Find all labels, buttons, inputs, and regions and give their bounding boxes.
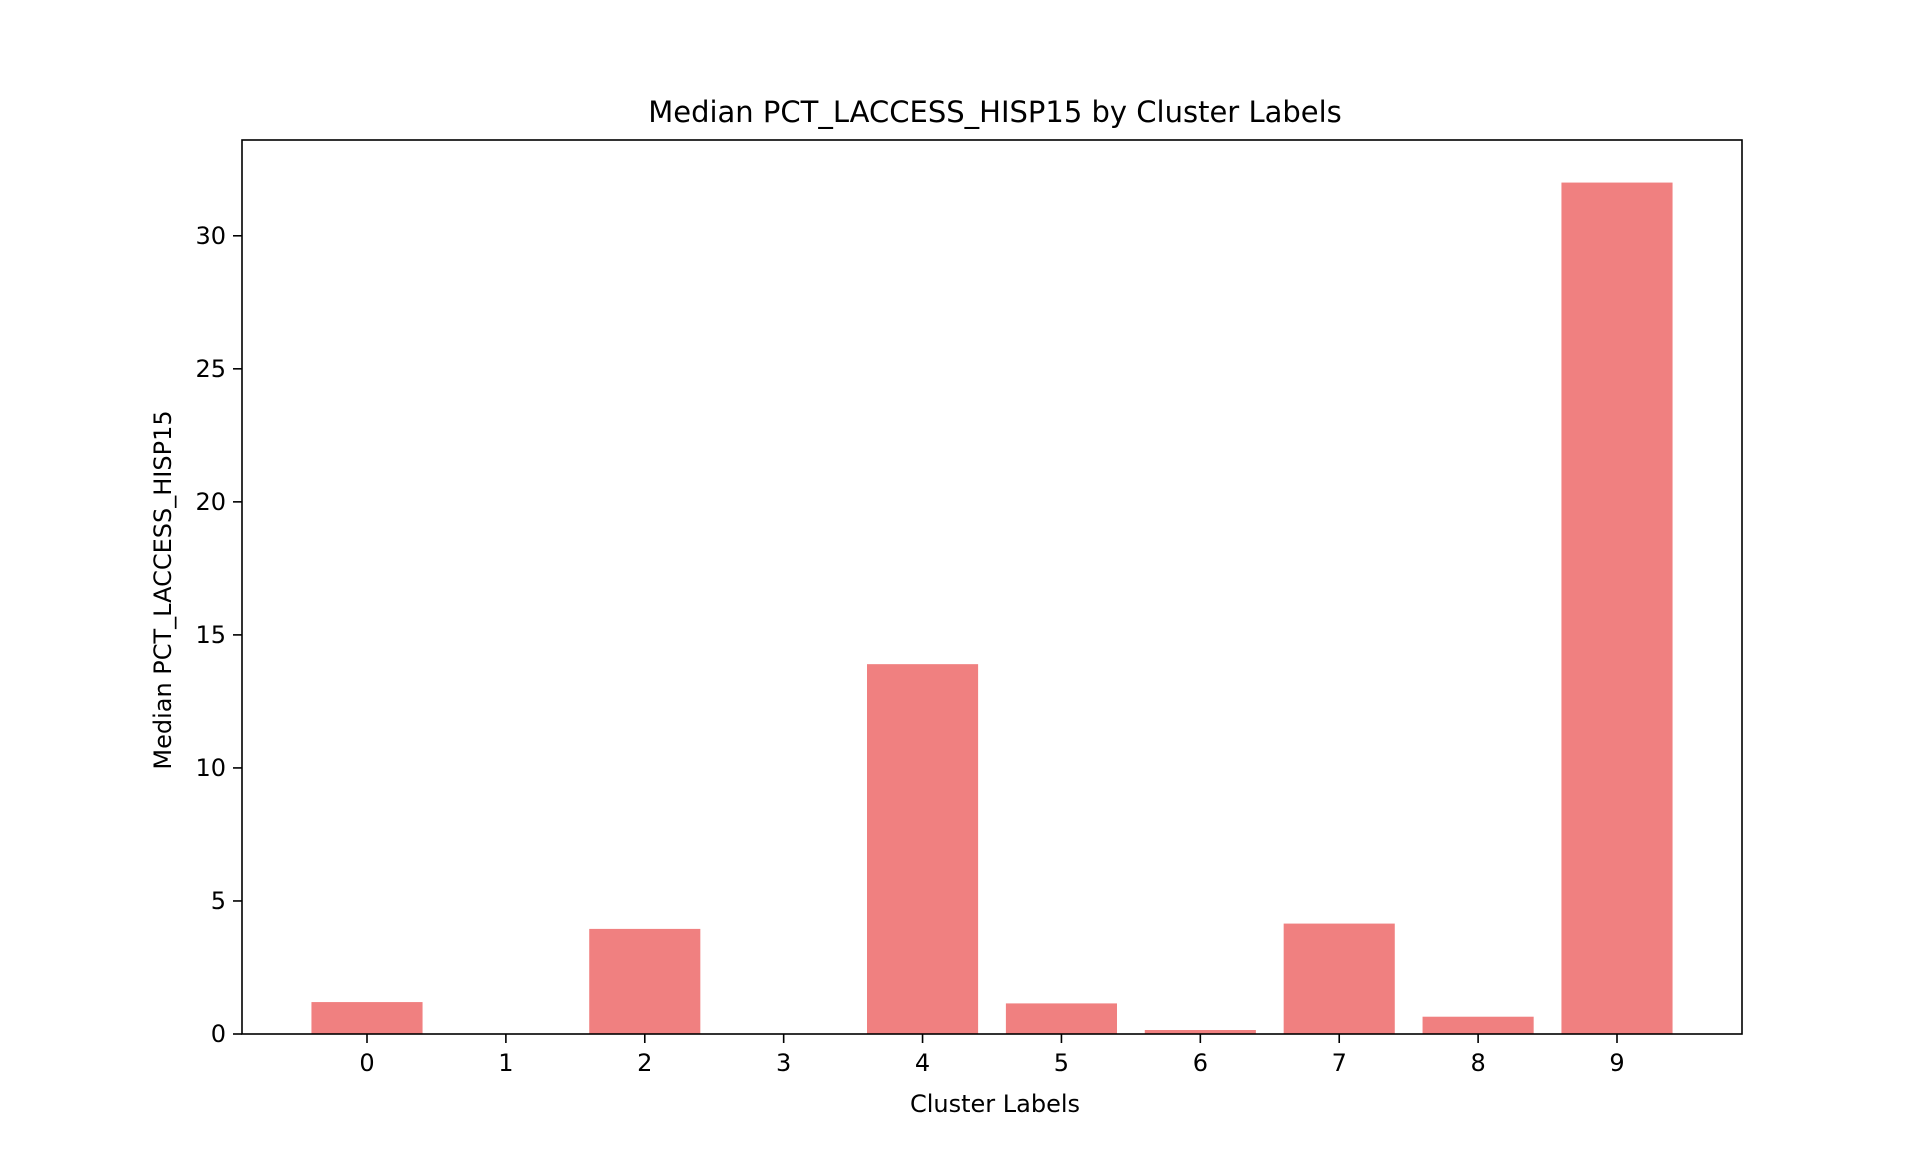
bar-cluster-2: [589, 928, 701, 1034]
x-tick-label: 4: [915, 1049, 930, 1077]
x-axis: 0 1 2 3 4 5 6 7 8 9: [359, 1034, 1625, 1077]
x-tick-label: 5: [1054, 1049, 1069, 1077]
bars-layer: [311, 182, 1673, 1035]
bar-cluster-6: [1144, 1030, 1256, 1034]
y-tick-label: 20: [195, 488, 226, 516]
y-tick-label: 5: [211, 887, 226, 915]
x-tick-label: 6: [1193, 1049, 1208, 1077]
y-tick-label: 30: [195, 222, 226, 250]
x-tick-label: 2: [637, 1049, 652, 1077]
x-tick-label: 8: [1470, 1049, 1485, 1077]
y-axis-title: Median PCT_LACCESS_HISP15: [149, 410, 177, 769]
x-axis-title: Cluster Labels: [910, 1090, 1080, 1118]
bar-cluster-4: [867, 664, 979, 1034]
y-tick-label: 0: [211, 1020, 226, 1048]
bar-cluster-0: [311, 1002, 423, 1034]
bar-cluster-7: [1283, 923, 1395, 1034]
y-tick-label: 15: [195, 621, 226, 649]
y-tick-label: 10: [195, 754, 226, 782]
x-tick-label: 7: [1332, 1049, 1347, 1077]
x-tick-label: 3: [776, 1049, 791, 1077]
x-tick-label: 1: [498, 1049, 513, 1077]
x-tick-label: 0: [359, 1049, 374, 1077]
x-tick-label: 9: [1609, 1049, 1624, 1077]
bar-cluster-8: [1422, 1016, 1534, 1034]
chart-title: Median PCT_LACCESS_HISP15 by Cluster Lab…: [648, 95, 1342, 129]
bar-cluster-5: [1005, 1003, 1117, 1034]
y-axis: 0 5 10 15 20 25 30: [195, 222, 242, 1048]
y-tick-label: 25: [195, 355, 226, 383]
plot-frame: [241, 139, 1743, 1035]
bar-cluster-9: [1561, 182, 1673, 1035]
